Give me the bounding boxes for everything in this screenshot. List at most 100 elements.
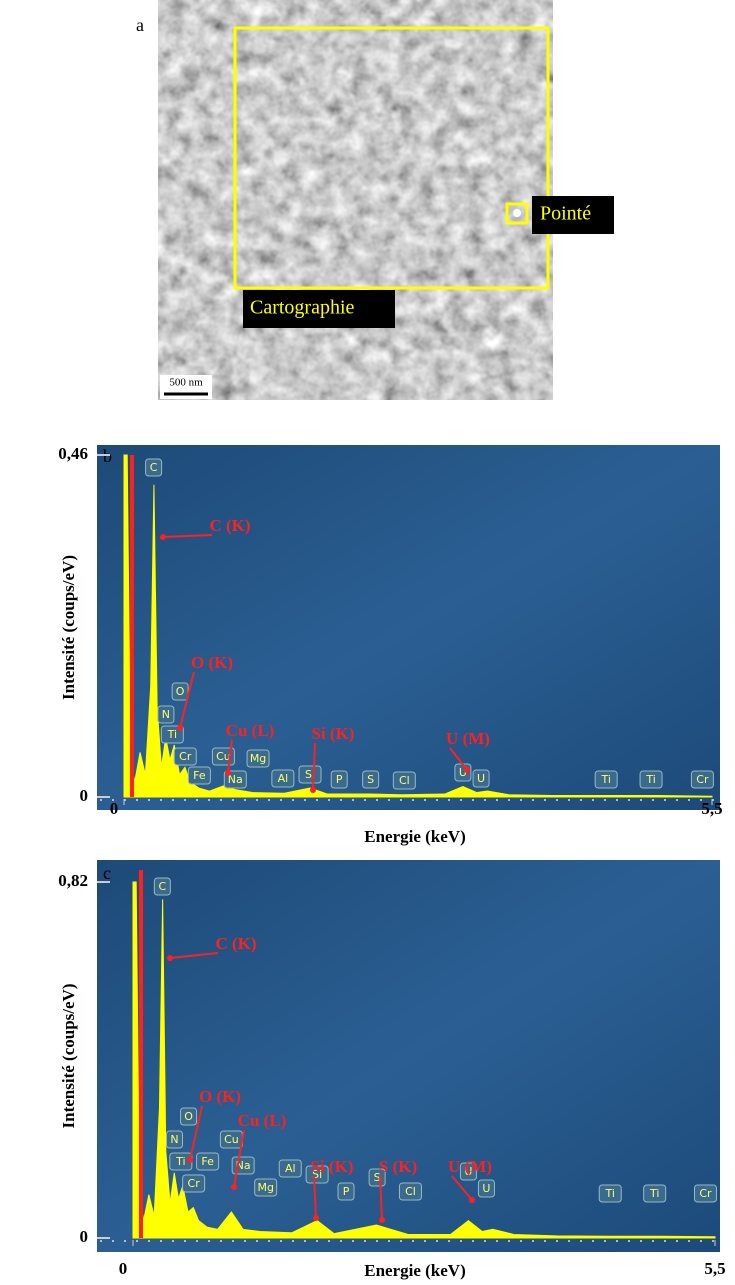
annotation: O (K) [191, 653, 233, 672]
annotation-arrow [379, 1175, 383, 1221]
peak-marker [165, 1130, 183, 1149]
peak-label: Mg [250, 752, 266, 765]
peak-label: Si [305, 768, 315, 781]
scale-label: 500 nm [169, 377, 203, 389]
label-box [243, 290, 395, 328]
peak-label: Cr [179, 750, 192, 763]
map-area [233, 26, 550, 290]
arrow-head [379, 1217, 385, 1223]
panel-label: b [103, 446, 112, 466]
peak-label: U [459, 766, 467, 779]
arrow-head [160, 534, 166, 540]
peak-label: N [162, 708, 170, 721]
annotation: O (K) [199, 1087, 241, 1106]
peak-marker [362, 770, 380, 789]
peak-label: Fe [201, 1155, 214, 1168]
label-box [532, 196, 614, 234]
peak-marker [690, 770, 714, 789]
peak-label: Ti [645, 773, 655, 786]
point-label: Pointé [540, 203, 591, 225]
annotation: U (M) [448, 1157, 492, 1176]
spectrum [123, 454, 713, 798]
peak-marker [594, 770, 618, 789]
map-label: Cartographie [250, 297, 355, 319]
x-tick-label: 0 [110, 799, 119, 818]
peak-label: P [343, 1185, 350, 1198]
annotation: C (K) [209, 516, 250, 535]
peak-label: Ti [167, 728, 177, 741]
peak-label: Mg [257, 1181, 273, 1194]
peak-label: U [464, 1165, 472, 1178]
y-axis-label: Intensité (coups/eV) [59, 984, 78, 1129]
annotation-arrow [162, 534, 213, 538]
peak-label: Na [236, 1159, 251, 1172]
peak-marker [643, 1184, 667, 1203]
peak-label: Ti [605, 1187, 615, 1200]
peak-label: S [367, 773, 374, 786]
peak-label: Cr [188, 1177, 201, 1190]
peak-label: Ti [175, 1155, 185, 1168]
peak-marker [145, 458, 163, 477]
peak-label: Ti [600, 773, 610, 786]
peak-marker [196, 1152, 220, 1171]
x-tick-label: 5,5 [704, 1259, 725, 1278]
arrow-head [310, 787, 316, 793]
peak-marker [477, 1179, 495, 1198]
peak-label: Cr [699, 1187, 712, 1200]
peak-marker [157, 705, 175, 724]
annotation-arrow [233, 1129, 245, 1188]
annotation: Si (K) [312, 724, 355, 743]
micrograph-texture [158, 0, 553, 400]
peak-label: N [170, 1133, 178, 1146]
peak-label: Na [228, 773, 243, 786]
peak-label: Cl [399, 774, 410, 787]
annotation-arrow [227, 739, 233, 774]
y-tick-label: 0,82 [58, 871, 88, 890]
peak-label: Al [278, 772, 289, 785]
peak-label: U [482, 1182, 490, 1195]
peak-marker [173, 747, 197, 766]
annotation: Cu (L) [238, 1111, 287, 1130]
y-tick-label: 0 [80, 1227, 89, 1246]
annotation-arrow [451, 1175, 473, 1201]
peak-label: Cu [224, 1133, 239, 1146]
peak-marker [330, 770, 348, 789]
point-area [505, 202, 529, 225]
annotation: Si (K) [311, 1157, 354, 1176]
peak-label: S [374, 1171, 381, 1184]
plot-background [97, 445, 720, 810]
peak-marker [598, 1184, 622, 1203]
x-axis-label: Energie (keV) [364, 827, 466, 846]
peak-marker [153, 877, 171, 896]
panel-label: a [136, 15, 144, 35]
x-tick-label: 5,5 [701, 799, 722, 818]
peak-marker [298, 765, 322, 784]
peak-label: Si [312, 1168, 322, 1181]
annotation-arrow [169, 952, 219, 959]
peak-label: Cu [216, 750, 231, 763]
peak-marker [693, 1184, 717, 1203]
peak-marker [187, 766, 211, 785]
annotation: S (K) [379, 1157, 417, 1176]
peak-marker [180, 1107, 198, 1126]
peak-label: O [184, 1110, 193, 1123]
x-tick-label: 0 [119, 1259, 128, 1278]
peak-marker [246, 749, 270, 768]
annotation-arrow [189, 1105, 203, 1161]
panel-label: c [103, 863, 111, 883]
spectrum [132, 881, 716, 1239]
y-axis-label: Intensité (coups/eV) [59, 555, 78, 700]
arrow-head [167, 955, 173, 961]
peak-label: U [477, 772, 485, 785]
x-axis-label: Energie (keV) [364, 1261, 466, 1280]
peak-marker [337, 1182, 355, 1201]
peak-label: Fe [193, 769, 206, 782]
peak-marker [182, 1174, 206, 1193]
peak-label: Ti [649, 1187, 659, 1200]
y-tick-label: 0 [80, 786, 89, 805]
peak-label: Cl [405, 1185, 416, 1198]
annotation-arrow [313, 1175, 317, 1219]
peak-marker [472, 769, 490, 788]
